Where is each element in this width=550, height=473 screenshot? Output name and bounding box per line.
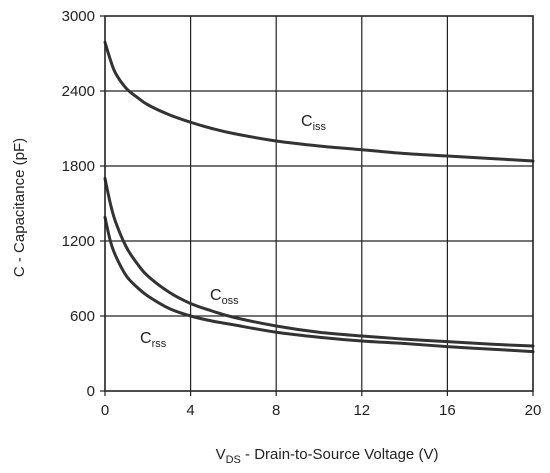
y-tick-label: 1200 xyxy=(62,233,95,250)
label-layer: Ciss Coss Crss VDS - Drain-to-Source Voltag… xyxy=(11,113,438,466)
x-tick-label: 12 xyxy=(353,402,370,419)
plot-frame xyxy=(104,15,534,392)
x-tick-label: 4 xyxy=(186,402,194,419)
series-layer xyxy=(103,40,535,354)
y-tick-label: 600 xyxy=(70,308,95,325)
curve-label-crss: Crss xyxy=(140,330,167,350)
x-tick-label: 16 xyxy=(439,402,456,419)
tick-layer: 0 4 8 12 16 20 0 600 1200 1800 2400 3000 xyxy=(62,8,542,419)
x-tick-label: 0 xyxy=(101,402,109,419)
y-tick-label: 0 xyxy=(87,383,95,400)
series-line-ciss xyxy=(103,40,535,163)
x-tick-label: 8 xyxy=(272,402,280,419)
y-tick-label: 3000 xyxy=(62,8,95,25)
frame-layer xyxy=(104,15,534,392)
series-line-coss xyxy=(103,177,535,348)
y-tick-label: 2400 xyxy=(62,83,95,100)
grid-layer xyxy=(105,16,533,391)
x-tick-label: 20 xyxy=(525,402,542,419)
curve-label-coss: Coss xyxy=(210,287,239,307)
series-line-crss xyxy=(103,215,535,354)
curve-label-ciss: Ciss xyxy=(301,113,327,133)
x-axis-title: VDS - Drain-to-Source Voltage (V) xyxy=(216,446,439,466)
y-axis-title: C - Capacitance (pF) xyxy=(11,138,28,277)
y-tick-label: 1800 xyxy=(62,158,95,175)
